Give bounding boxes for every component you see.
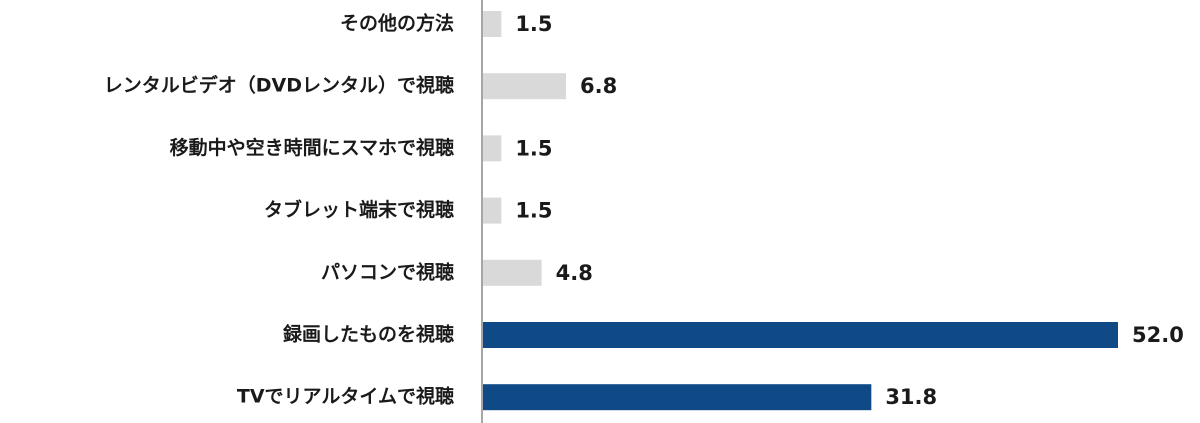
bar: [483, 384, 872, 411]
data-label: 1.5: [515, 199, 552, 223]
data-label: 6.8: [580, 74, 617, 98]
data-label: 4.8: [556, 261, 593, 285]
category-label: パソコンで視聴: [321, 260, 454, 283]
bar: [483, 259, 542, 286]
bar: [483, 73, 567, 100]
category-label: レンタルビデオ（DVDレンタル）で視聴: [104, 74, 454, 97]
data-label: 52.0: [1132, 323, 1184, 347]
labels-layer: その他の方法 1.5 レンタルビデオ（DVDレンタル）で視聴 6.8 移動中や空き時間に…: [104, 12, 1184, 410]
category-label: TVでリアルタイムで視聴: [237, 385, 454, 408]
data-label: 31.8: [885, 385, 937, 409]
category-label: 録画したものを視聴: [283, 323, 454, 346]
data-label: 1.5: [515, 136, 552, 160]
category-label: 移動中や空き時間にスマホで視聴: [170, 136, 454, 159]
bar: [483, 197, 502, 224]
bar: [483, 11, 502, 37]
bar: [483, 322, 1118, 348]
bars-layer: [483, 11, 1118, 411]
category-label: その他の方法: [340, 12, 454, 35]
category-label: タブレット端末で視聴: [264, 198, 454, 221]
bar: [483, 135, 502, 162]
data-label: 1.5: [515, 12, 552, 36]
